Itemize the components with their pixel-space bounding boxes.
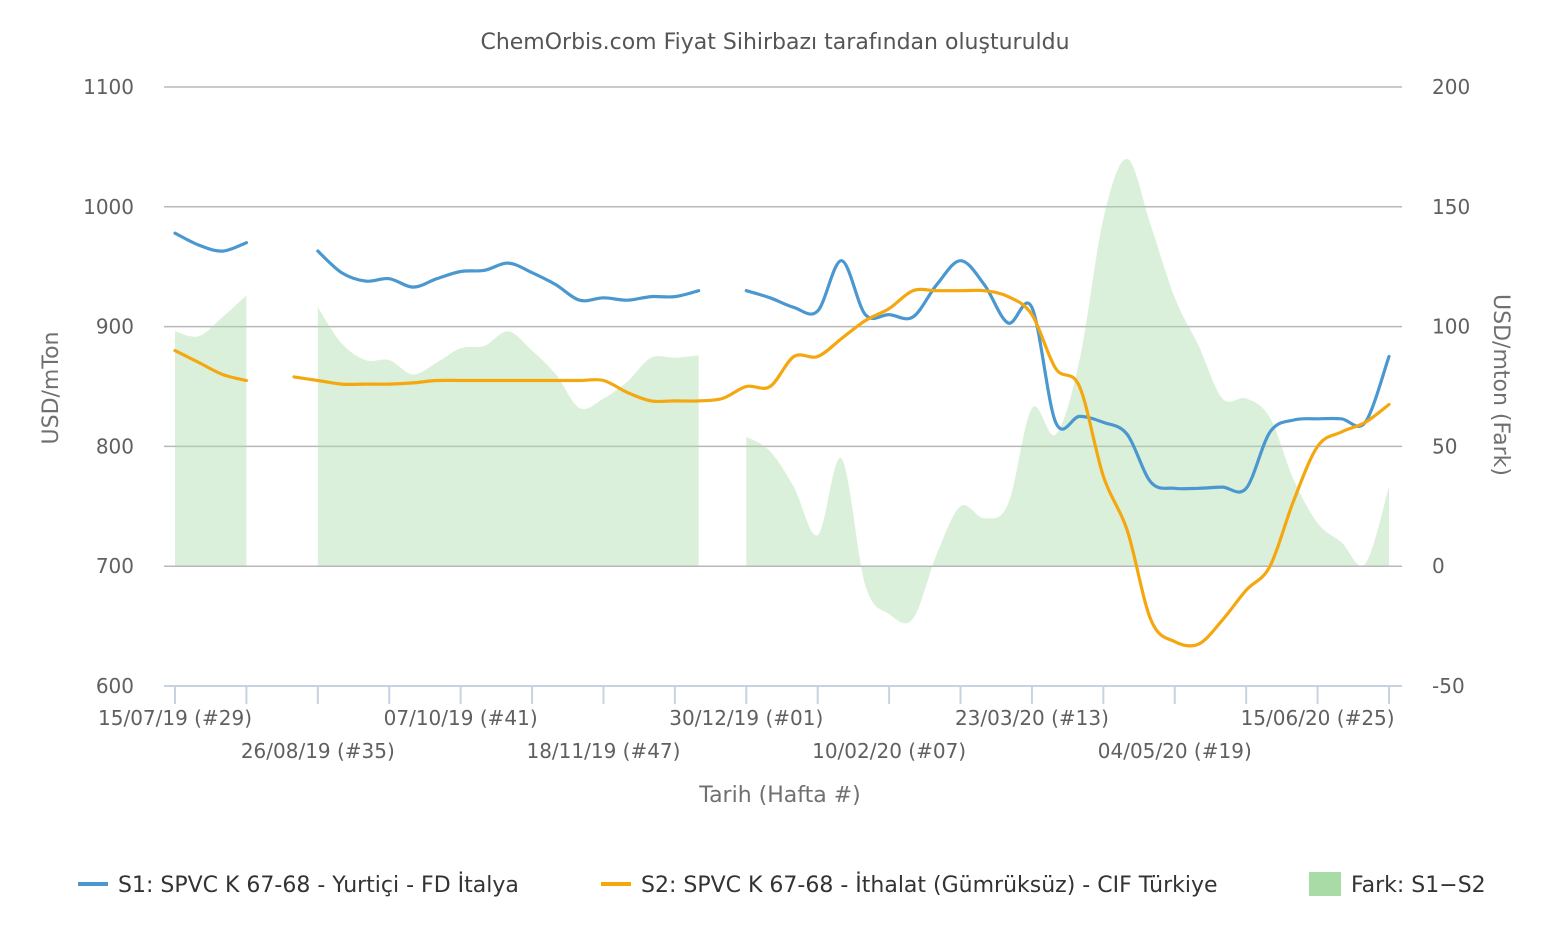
s2-line-segment (292, 287, 1391, 648)
x-tick-label: 30/12/19 (#01) (669, 706, 823, 730)
legend-label: Fark: S1−S2 (1351, 873, 1486, 898)
y-left-tick-label: 1100 (83, 75, 134, 99)
chart-title: ChemOrbis.com Fiyat Sihirbazı tarafından… (480, 30, 1069, 55)
legend-label: S2: SPVC K 67-68 - İthalat (Gümrüksüz) -… (641, 872, 1218, 898)
series-lines (173, 231, 1391, 648)
x-axis: 15/07/19 (#29) 26/08/19 (#35) 07/10/19 (#4… (98, 685, 1402, 763)
x-tick-label: 04/05/20 (#19) (1098, 739, 1252, 763)
s2-line-segment (173, 349, 248, 383)
s1-line-segment (173, 231, 248, 253)
x-tick-label: 10/02/20 (#07) (812, 739, 966, 763)
legend-label: S1: SPVC K 67-68 - Yurtiçi - FD İtalya (118, 872, 519, 898)
s1-line-segment (316, 249, 701, 303)
x-tick-label: 23/03/20 (#13) (955, 706, 1109, 730)
y-axis-right-title: USD/mton (Fark) (1488, 294, 1513, 476)
x-tick-label: 15/07/19 (#29) (98, 706, 252, 730)
y-left-tick-label: 1000 (83, 195, 134, 219)
x-tick-label: 07/10/19 (#41) (384, 706, 538, 730)
difference-area-segment (317, 307, 699, 567)
y-left-tick-label: 600 (96, 674, 134, 698)
x-tick-label: 15/06/20 (#25) (1241, 706, 1395, 730)
difference-area-segment (175, 295, 247, 567)
x-tick-label: 18/11/19 (#47) (526, 739, 680, 763)
y-left-tick-label: 700 (96, 554, 134, 578)
s1-line-segment (744, 259, 1391, 494)
y-right-tick-label: -50 (1432, 674, 1465, 698)
x-tick-label: 26/08/19 (#35) (241, 739, 395, 763)
difference-area (164, 158, 1402, 624)
y-axis-left-title: USD/mTon (39, 332, 64, 445)
y-right-tick-label: 0 (1432, 554, 1445, 578)
legend: S1: SPVC K 67-68 - Yurtiçi - FD İtalya S2… (78, 872, 1486, 898)
y-right-tick-label: 50 (1432, 434, 1457, 458)
y-right-tick-label: 200 (1432, 75, 1470, 99)
y-right-tick-label: 100 (1432, 315, 1470, 339)
y-left-tick-label: 800 (96, 434, 134, 458)
x-axis-title: Tarih (Hafta #) (698, 783, 860, 808)
y-axis-left: 600 700 800 900 1000 1100 (83, 75, 134, 698)
y-axis-right: -50 0 50 100 150 200 (1432, 75, 1470, 698)
y-left-tick-label: 900 (96, 315, 134, 339)
legend-swatch-area (1309, 872, 1341, 896)
y-right-tick-label: 150 (1432, 195, 1470, 219)
difference-area-segment (746, 158, 1389, 624)
